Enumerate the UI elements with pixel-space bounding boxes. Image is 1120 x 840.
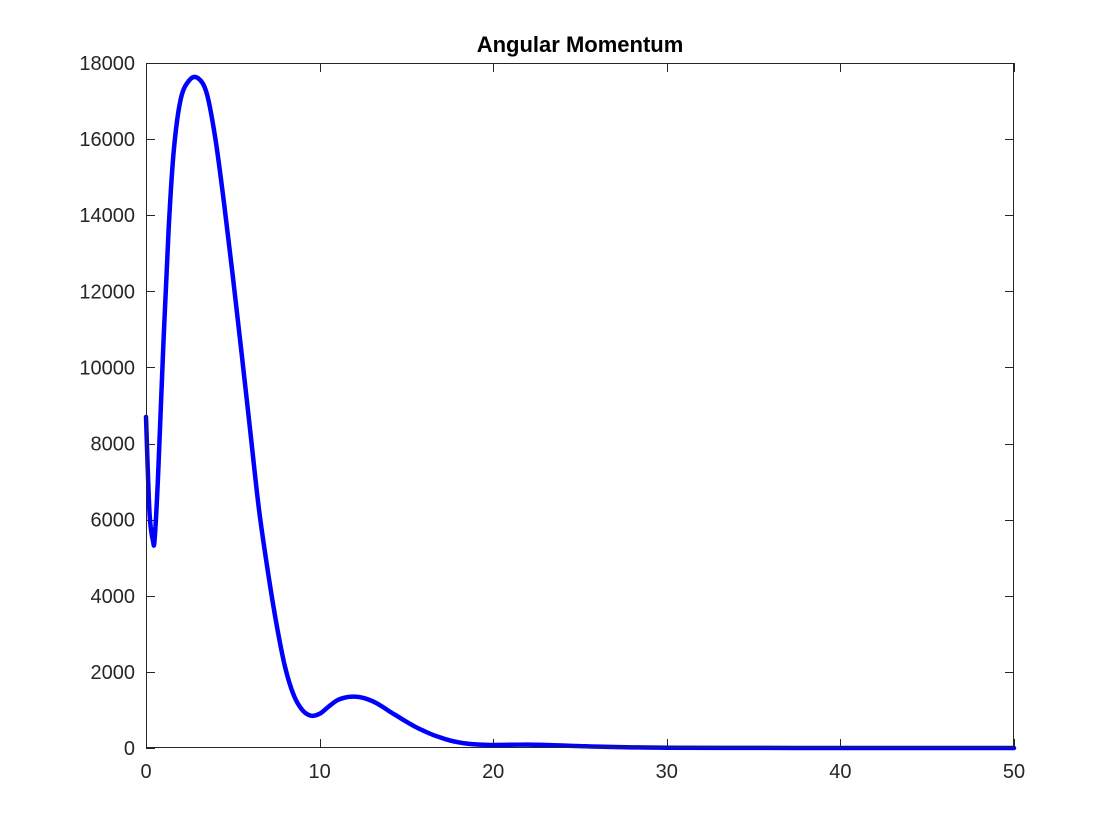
- y-tick-label: 18000: [79, 53, 135, 75]
- y-tick-label: 12000: [79, 281, 135, 303]
- y-tick-label: 2000: [91, 662, 136, 684]
- chart-title: Angular Momentum: [477, 32, 684, 57]
- y-axis-ticks: 0 2000 4000 6000 8000 10000 12000 14000 16000 180…: [79, 53, 1014, 760]
- y-tick-label: 6000: [91, 510, 136, 532]
- plot-area: [146, 63, 1014, 748]
- x-tick-label: 30: [656, 761, 678, 783]
- x-tick-label: 0: [140, 761, 151, 783]
- x-tick-label: 40: [829, 761, 851, 783]
- y-tick-label: 4000: [91, 586, 136, 608]
- y-tick-label: 10000: [79, 357, 135, 379]
- axes-box: [146, 63, 1014, 748]
- y-tick-label: 14000: [79, 205, 135, 227]
- y-tick-label: 16000: [79, 129, 135, 151]
- y-tick-label: 0: [124, 738, 135, 760]
- y-tick-label: 8000: [91, 434, 136, 456]
- x-tick-label: 50: [1003, 761, 1025, 783]
- x-tick-label: 10: [308, 761, 330, 783]
- x-tick-label: 20: [482, 761, 504, 783]
- series-line: [143, 74, 1017, 751]
- series-layer: [143, 74, 1017, 751]
